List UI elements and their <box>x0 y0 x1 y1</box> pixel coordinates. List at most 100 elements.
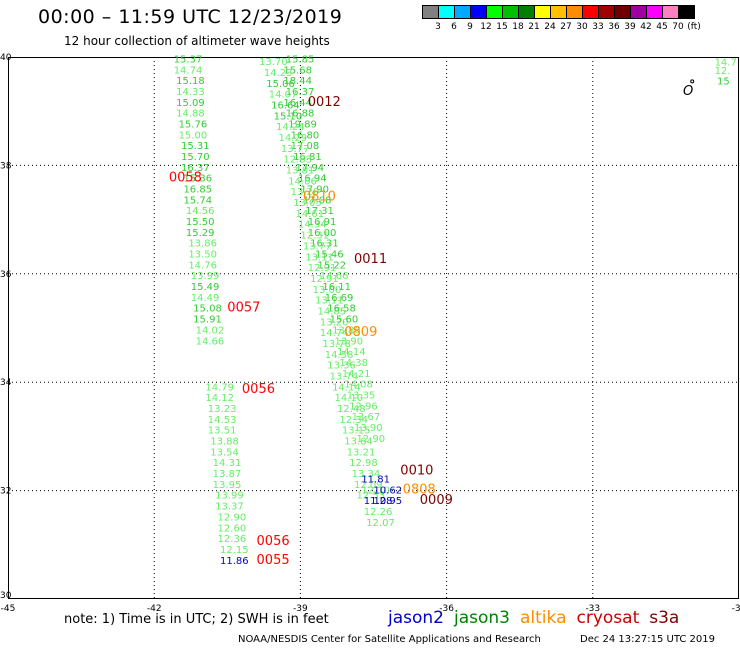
swh-value: 13.74 <box>330 371 359 382</box>
swh-value: 14.24 <box>276 122 305 133</box>
swh-value: 12.83 <box>283 155 312 166</box>
swh-value: 14.14 <box>332 382 361 393</box>
swh-value: 12.90 <box>218 512 247 523</box>
colorbar-swatch <box>486 5 503 19</box>
track-0055: 0055 <box>257 553 290 568</box>
swh-value: 12.48 <box>337 404 366 415</box>
swh-value: 14.58 <box>325 350 354 361</box>
swh-value: 13.90 <box>354 423 383 434</box>
swh-value: 14.56 <box>186 206 215 217</box>
colorbar-label: 33 <box>592 22 604 32</box>
swh-value: 13.77 <box>281 144 310 155</box>
colorbar-label: 6 <box>451 22 457 32</box>
swh-value: 13.86 <box>188 239 217 250</box>
track-0009: 0009 <box>420 493 453 508</box>
colorbar-swatch <box>582 5 599 19</box>
legend-s3a: s3a <box>649 608 680 628</box>
swh-value: 17.94 <box>296 163 325 174</box>
swh-value: 15.50 <box>186 217 215 228</box>
swh-value: 16.11 <box>322 282 351 293</box>
swh-value: 15.18 <box>176 76 205 87</box>
swh-value: 14.74 <box>320 328 349 339</box>
legend-jason2: jason2 <box>388 608 444 628</box>
swh-value: 16.69 <box>325 293 354 304</box>
swh-value: 15 <box>717 77 730 88</box>
swh-value: 14.85 <box>317 306 346 317</box>
swh-value: 14.7 <box>715 58 737 69</box>
colorbar-swatch <box>662 5 679 19</box>
swh-value: 16.88 <box>286 109 315 120</box>
colorbar-label: 36 <box>608 22 620 32</box>
swh-value: 12.26 <box>364 507 393 518</box>
colorbar-label: 45 <box>656 22 668 32</box>
swh-value: 15.85 <box>286 54 315 65</box>
swh-value: 11.28 <box>364 496 393 507</box>
colorbar-label: 39 <box>624 22 636 32</box>
swh-value: 14.49 <box>191 293 220 304</box>
lon-tick-label: -33 <box>585 604 600 614</box>
lat-tick-label: 32 <box>0 487 11 497</box>
swh-value: 14.66 <box>196 336 225 347</box>
swh-value: 13.11 <box>315 296 344 307</box>
swh-value: 13.88 <box>210 437 239 448</box>
swh-value: 14.10 <box>335 393 364 404</box>
colorbar <box>422 5 695 19</box>
swh-value: 15.08 <box>193 304 222 315</box>
swh-value: 14.21 <box>342 369 371 380</box>
swh-value: 14.23 <box>264 68 293 79</box>
swh-value: 13.54 <box>210 447 239 458</box>
swh-value: 15.06 <box>266 79 295 90</box>
swh-value: 15.60 <box>330 315 359 326</box>
swh-value: 17.08 <box>291 141 320 152</box>
track-0058: 15.3714.7415.1814.3315.0914.8815.7615.00… <box>169 54 222 325</box>
swh-value: 12.31 <box>300 231 329 242</box>
swh-value: 13.05 <box>293 198 322 209</box>
swh-value: 12.53 <box>356 491 385 502</box>
track-0809: 0809 <box>344 325 377 340</box>
swh-value: 14.38 <box>339 358 368 369</box>
colorbar-swatch <box>454 5 471 19</box>
lon-tick-label: -30 <box>732 604 740 614</box>
swh-value: 13.64 <box>344 437 373 448</box>
swh-value: 16.44 <box>283 98 312 109</box>
swh-value: 15.91 <box>193 315 222 326</box>
swh-value: 14.88 <box>176 109 205 120</box>
colorbar-swatch <box>502 5 519 19</box>
swh-value: 16.80 <box>291 130 320 141</box>
swh-value: 12.10 <box>361 485 390 496</box>
swh-value: 15.37 <box>174 54 203 65</box>
track-time-label: 0057 <box>227 301 260 316</box>
swh-value: 19.89 <box>288 119 317 130</box>
swh-value: 13.70 <box>259 57 288 68</box>
swh-value: 13.77 <box>303 241 332 252</box>
swh-value: 16.37 <box>181 163 210 174</box>
wave-height-map: -45-42-39-36-33-3040383634323015.3714.74… <box>0 53 740 614</box>
swh-value: 15.68 <box>283 65 312 76</box>
colorbar-label: 24 <box>544 22 556 32</box>
swh-value: 13.20 <box>291 187 320 198</box>
track-0011: 15.4615.2214.6616.1116.6916.5815.6013.86… <box>315 250 387 445</box>
swh-value: 14.34 <box>298 220 327 231</box>
swh-value: 12.91 <box>310 274 339 285</box>
swh-value: 12.60 <box>218 523 247 534</box>
swh-value: 16.58 <box>327 304 356 315</box>
timestamp: Dec 24 13:27:15 UTC 2019 <box>580 634 715 645</box>
swh-value: 15.09 <box>176 98 205 109</box>
lon-tick-label: -45 <box>1 604 16 614</box>
lon-tick-label: -39 <box>293 604 308 614</box>
swh-value: 12.07 <box>366 518 395 529</box>
swh-value: 12. <box>715 66 731 77</box>
swh-value: 12.90 <box>356 434 385 445</box>
swh-value: 13.81 <box>286 166 315 177</box>
satellite-legend: jason2 jason3 altika cryosat s3a <box>388 608 689 628</box>
swh-value: 15.74 <box>183 195 212 206</box>
swh-value: 11.81 <box>361 474 390 485</box>
swh-value: 13.21 <box>347 447 376 458</box>
swh-value: 13.99 <box>215 491 244 502</box>
lon-tick-label: -42 <box>147 604 162 614</box>
swh-value: 13.90 <box>335 336 364 347</box>
swh-value: 13.35 <box>347 390 376 401</box>
swh-value: 13.15 <box>342 426 371 437</box>
swh-value: 15.31 <box>181 141 210 152</box>
